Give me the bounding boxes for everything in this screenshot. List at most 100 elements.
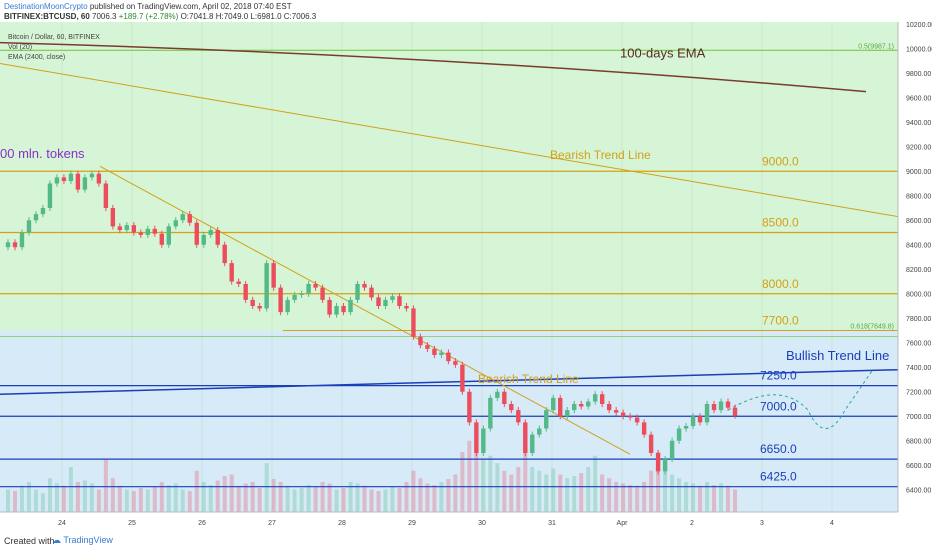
x-tick-label: 26 [198,520,206,527]
candle-body [509,404,514,411]
volume-bar [404,482,409,512]
x-tick-label: 31 [548,520,556,527]
candle-body [620,412,626,417]
candle-body [397,296,402,306]
candle-body [599,394,605,404]
author-link[interactable]: DestinationMoonCrypto [4,2,88,11]
volume-bar [285,485,290,512]
candle-body [725,401,731,408]
candle-body [544,410,549,429]
level-label: 9000.0 [762,154,799,168]
volume-bar [684,482,689,512]
volume-bar [355,483,360,512]
candle-body [495,391,500,398]
volume-bar [523,448,528,512]
price-axis-bg [898,22,932,530]
y-tick-label: 6600.00 [906,463,931,470]
candle-body [558,397,563,417]
tokens-label: 00 mln. tokens [0,146,85,161]
candle-body [201,234,206,245]
volume-bar [502,470,507,512]
candle-body [376,297,381,306]
legend: Bitcoin / Dollar, 60, BITFINEX Vol (20) … [8,34,100,61]
candle-body [341,306,346,313]
volume-bar [698,485,703,512]
candlesticks [5,170,738,475]
volume-bar [54,483,59,512]
volume-bar [180,489,185,512]
x-tick-label: 4 [830,520,834,527]
volume-bar [194,470,199,512]
candle-body [488,397,493,429]
candle-body [152,228,157,234]
chart-annotations: 100-days EMA Bearish Trend Line Bearish Tr… [0,46,889,387]
change-value: +189.7 (+2.78%) [118,12,179,21]
volume-bar [187,491,192,512]
candle-body [411,308,416,337]
candle-body [334,306,339,315]
volume-bar [166,485,171,512]
volume-bar [229,474,234,512]
volume-bar [320,482,325,512]
volume-bar [628,485,633,512]
volume-bar [670,474,675,512]
volume-bar [257,488,262,512]
y-tick-label: 6400.00 [906,487,931,494]
volume-bar [292,489,297,512]
volume-bar [530,467,535,512]
candle-body [320,287,325,300]
y-tick-label: 10000.00 [906,46,932,53]
candle-body [229,263,234,282]
candle-body [502,391,507,404]
volume-bar [481,459,486,512]
y-tick-label: 9800.00 [906,71,931,78]
candle-body [47,183,53,208]
volume-bar [250,482,255,512]
candle-body [19,232,25,248]
volume-bar [726,485,731,512]
candle-body [54,177,60,184]
volume-bar [362,485,367,512]
volume-bar [411,470,416,512]
candle-body [173,220,178,227]
ema-label: 100-days EMA [620,46,706,61]
price-axis[interactable]: 10200.00 10000.00 9800.00 9600.00 9400.00 920… [897,22,932,530]
y-tick-label: 8400.00 [906,242,931,249]
volume-bar [33,489,38,512]
x-tick-label: 30 [478,520,486,527]
candle-body [697,416,703,423]
tradingview-logo[interactable]: ☁ TradingView [52,535,113,545]
candle-body [530,434,535,453]
last-price: 7006.3 [92,12,117,21]
candle-body [243,283,248,300]
publish-line: DestinationMoonCrypto published on Tradi… [4,2,292,12]
candle-body [481,428,486,453]
volume-bar [614,482,619,512]
volume-bar [6,489,10,512]
price-chart[interactable]: 9000.09000.08500.08500.08000.08000.07700… [0,22,932,530]
volume-bar [369,489,374,512]
candle-body [145,228,151,235]
candle-body [606,404,612,411]
volume-bars [6,440,737,512]
candle-body [215,230,220,245]
candle-body [299,293,304,295]
candle-body [327,299,332,315]
volume-bar [40,493,45,512]
level-label: 7250.0 [760,369,797,383]
candle-body [348,299,353,313]
bearish-label-bottom: Bearish Trend Line [478,372,579,386]
candle-body [68,173,74,182]
volume-bar [299,488,304,512]
volume-bar [82,480,87,512]
candle-body [418,336,423,346]
volume-bar [208,485,213,512]
time-axis[interactable]: 24 25 26 27 28 29 30 31 Apr 2 3 4 [0,511,898,527]
candle-body [292,294,297,300]
bullish-trend-line [0,368,899,395]
ema-line [0,41,867,93]
candle-body [355,283,360,300]
candle-body [390,296,395,300]
candle-body [523,422,528,453]
y-tick-label: 9600.00 [906,95,931,102]
